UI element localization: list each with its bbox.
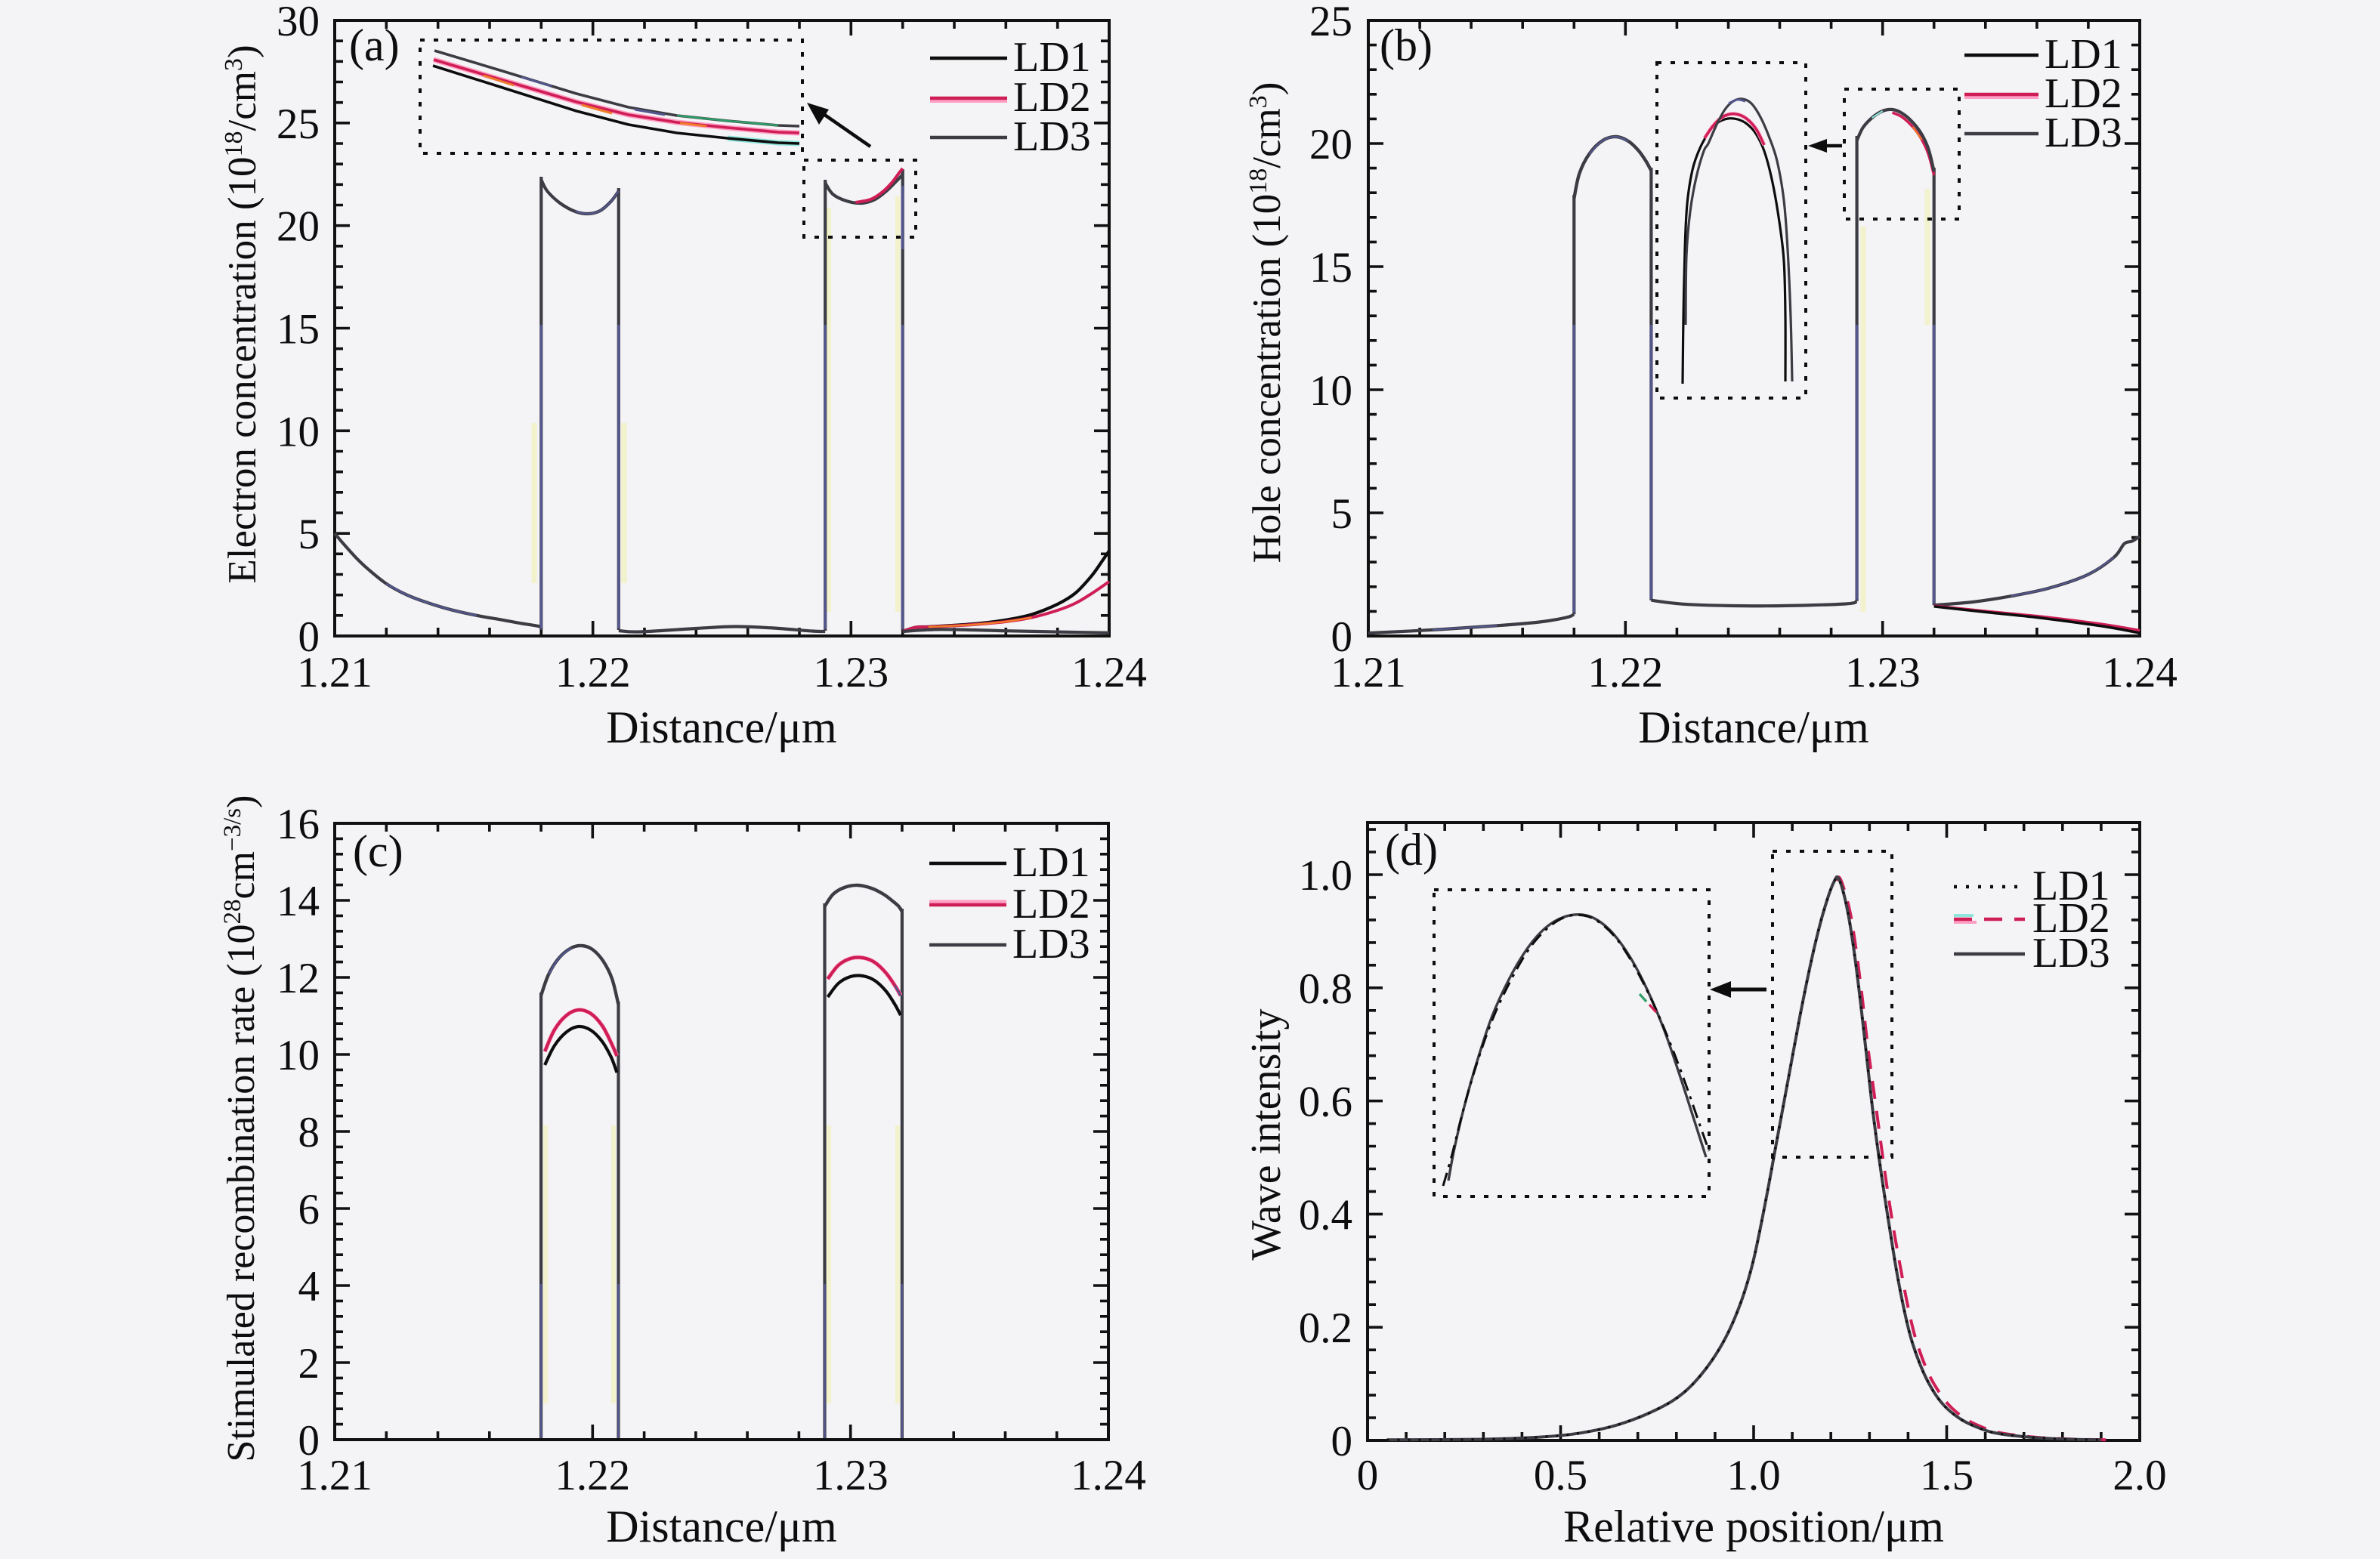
svg-text:0: 0 <box>1357 1452 1379 1499</box>
svg-text:1.24: 1.24 <box>1071 649 1147 696</box>
svg-text:LD3: LD3 <box>1012 921 1090 968</box>
svg-text:1.22: 1.22 <box>555 1452 630 1499</box>
svg-text:10: 10 <box>277 408 320 455</box>
svg-text:1.23: 1.23 <box>1845 649 1921 696</box>
svg-text:(c): (c) <box>353 826 403 876</box>
svg-text:1.0: 1.0 <box>1726 1452 1780 1499</box>
svg-text:0.4: 0.4 <box>1299 1191 1352 1239</box>
svg-text:10: 10 <box>277 1032 320 1079</box>
svg-text:0.2: 0.2 <box>1299 1304 1352 1352</box>
svg-text:15: 15 <box>1309 244 1352 292</box>
svg-text:LD1: LD1 <box>1013 34 1091 81</box>
svg-text:15: 15 <box>277 306 320 353</box>
svg-text:LD2: LD2 <box>1013 74 1091 121</box>
svg-text:Hole concentration (1018/cm3): Hole concentration (1018/cm3) <box>1244 82 1289 563</box>
svg-text:1.23: 1.23 <box>813 649 889 696</box>
svg-text:1.23: 1.23 <box>813 1452 889 1499</box>
svg-text:20: 20 <box>277 203 320 251</box>
svg-text:Distance/μm: Distance/μm <box>606 702 836 752</box>
svg-text:20: 20 <box>1309 121 1352 168</box>
svg-text:1.0: 1.0 <box>1299 852 1352 900</box>
svg-text:0: 0 <box>1331 1418 1353 1465</box>
svg-text:30: 30 <box>277 0 320 45</box>
svg-text:1.24: 1.24 <box>1071 1452 1146 1499</box>
svg-text:14: 14 <box>277 878 320 925</box>
svg-text:Distance/μm: Distance/μm <box>606 1502 836 1551</box>
svg-text:LD3: LD3 <box>2032 930 2110 977</box>
svg-text:(a): (a) <box>349 20 400 70</box>
svg-text:LD1: LD1 <box>2045 31 2122 78</box>
svg-text:0: 0 <box>298 1417 320 1465</box>
svg-text:(d): (d) <box>1385 825 1438 875</box>
svg-text:6: 6 <box>298 1186 320 1233</box>
svg-text:0.5: 0.5 <box>1534 1452 1587 1499</box>
svg-text:1.5: 1.5 <box>1920 1452 1974 1499</box>
svg-text:2: 2 <box>298 1340 320 1388</box>
svg-text:25: 25 <box>1309 0 1352 45</box>
svg-text:LD1: LD1 <box>2032 863 2110 909</box>
svg-text:LD2: LD2 <box>1012 881 1090 928</box>
svg-text:1.22: 1.22 <box>1587 649 1663 696</box>
svg-text:8: 8 <box>298 1109 320 1156</box>
svg-text:10: 10 <box>1309 367 1352 415</box>
svg-text:Distance/μm: Distance/μm <box>1638 702 1868 752</box>
svg-text:0.6: 0.6 <box>1299 1079 1352 1126</box>
svg-text:5: 5 <box>1331 490 1353 538</box>
svg-text:LD2: LD2 <box>2045 70 2122 117</box>
svg-text:12: 12 <box>277 955 320 1002</box>
svg-text:0: 0 <box>1331 613 1353 661</box>
svg-text:1.21: 1.21 <box>1331 649 1406 696</box>
svg-text:LD1: LD1 <box>1012 839 1090 886</box>
svg-text:LD3: LD3 <box>1013 113 1091 160</box>
svg-text:1.21: 1.21 <box>297 1452 372 1499</box>
svg-text:4: 4 <box>298 1263 320 1310</box>
svg-text:Stimulated recombination rate: Stimulated recombination rate (1028cm−3/… <box>219 795 263 1462</box>
svg-text:Wave intensity: Wave intensity <box>1243 1009 1290 1261</box>
svg-text:25: 25 <box>277 100 320 148</box>
svg-text:LD2: LD2 <box>2032 895 2110 942</box>
svg-text:16: 16 <box>277 801 320 848</box>
svg-text:1.24: 1.24 <box>2102 649 2178 696</box>
svg-text:Electron concentration (1018/c: Electron concentration (1018/cm3) <box>220 45 264 583</box>
svg-text:1.21: 1.21 <box>297 649 372 696</box>
svg-text:0: 0 <box>298 613 320 661</box>
svg-text:LD3: LD3 <box>2045 110 2122 156</box>
svg-text:0.8: 0.8 <box>1299 965 1352 1013</box>
svg-text:(b): (b) <box>1380 20 1433 70</box>
svg-text:5: 5 <box>298 511 320 558</box>
svg-text:1.22: 1.22 <box>555 649 631 696</box>
svg-text:Relative position/μm: Relative position/μm <box>1563 1502 1944 1551</box>
svg-text:2.0: 2.0 <box>2113 1452 2166 1499</box>
